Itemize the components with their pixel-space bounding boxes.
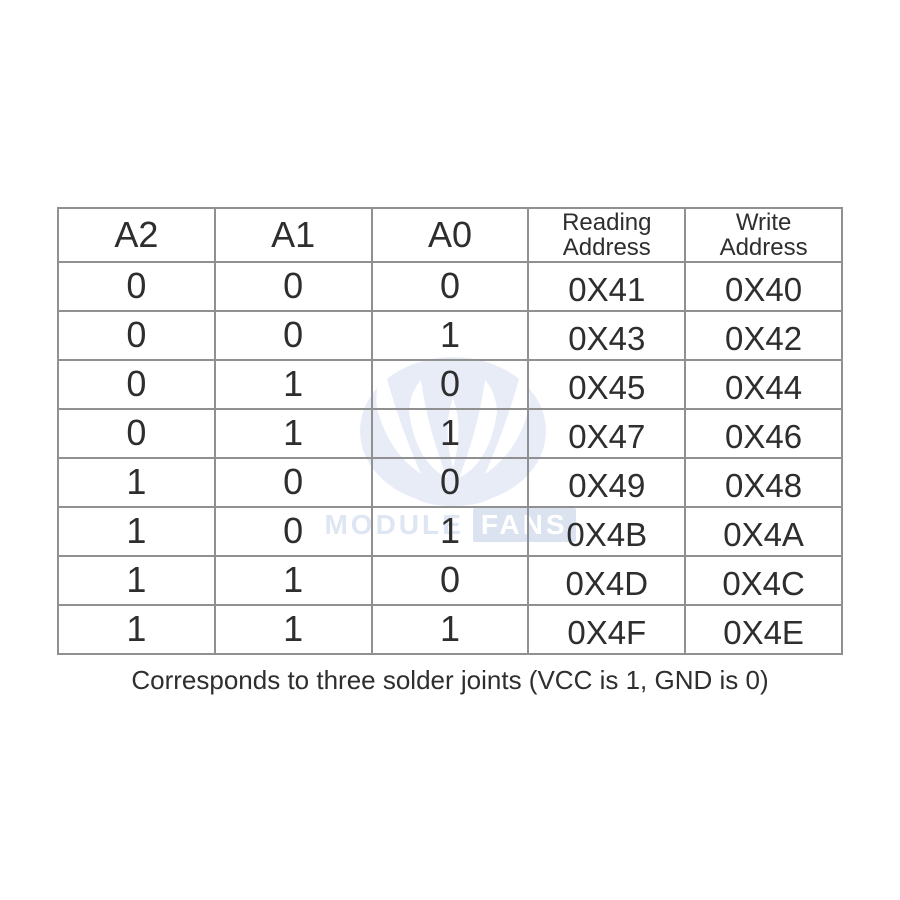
cell-reading-address: 0X41 [527, 260, 687, 312]
cell-a1: 0 [213, 456, 373, 508]
cell-write-address: 0X4A [684, 505, 843, 557]
cell-reading-address: 0X43 [527, 309, 687, 361]
address-table: A2 A1 A0 Reading Address Write Address [57, 207, 843, 655]
cell-a1: 1 [213, 603, 373, 655]
cell-a2: 1 [57, 554, 216, 606]
header-a0-label: A0 [427, 213, 473, 255]
cell-write-address: 0X4E [684, 603, 843, 655]
cell-a2: 1 [57, 456, 216, 508]
table-row: 1 0 0 0X49 0X48 [57, 456, 843, 508]
table-row: 1 1 1 0X4F 0X4E [57, 603, 843, 655]
cell-reading-address: 0X45 [527, 358, 687, 410]
table-row: 0 1 1 0X47 0X46 [57, 407, 843, 459]
cell-write-address: 0X44 [684, 358, 843, 410]
cell-a0: 0 [370, 260, 530, 312]
header-write-address-line1: Write [735, 209, 792, 236]
cell-write-address: 0X40 [684, 260, 843, 312]
cell-a1: 1 [213, 407, 373, 459]
cell-a0: 0 [370, 358, 530, 410]
cell-a0: 1 [370, 505, 530, 557]
header-reading-address-line1: Reading [562, 209, 652, 236]
cell-write-address: 0X42 [684, 309, 843, 361]
cell-reading-address: 0X4B [527, 505, 687, 557]
table-row: 1 1 0 0X4D 0X4C [57, 554, 843, 606]
cell-a1: 0 [213, 260, 373, 312]
cell-a2: 1 [57, 603, 216, 655]
cell-a2: 0 [57, 407, 216, 459]
cell-a2: 0 [57, 260, 216, 312]
cell-write-address: 0X46 [684, 407, 843, 459]
header-a0: A0 [370, 207, 530, 263]
header-row: A2 A1 A0 Reading Address Write Address [57, 207, 843, 263]
table-row: 1 0 1 0X4B 0X4A [57, 505, 843, 557]
cell-reading-address: 0X4D [527, 554, 687, 606]
cell-a0: 0 [370, 554, 530, 606]
table-row: 0 1 0 0X45 0X44 [57, 358, 843, 410]
cell-a2: 1 [57, 505, 216, 557]
cell-a2: 0 [57, 358, 216, 410]
header-write-address: Write Address [684, 207, 843, 263]
header-a1: A1 [213, 207, 373, 263]
cell-a1: 0 [213, 505, 373, 557]
cell-a2: 0 [57, 309, 216, 361]
cell-a0: 1 [370, 603, 530, 655]
address-table-header: A2 A1 A0 Reading Address Write Address [57, 207, 843, 263]
header-a2-label: A2 [114, 213, 159, 255]
header-a1-label: A1 [271, 213, 316, 255]
cell-reading-address: 0X49 [527, 456, 687, 508]
cell-a0: 0 [370, 456, 530, 508]
cell-write-address: 0X4C [684, 554, 843, 606]
header-reading-address: Reading Address [527, 207, 687, 263]
cell-a1: 1 [213, 554, 373, 606]
cell-a0: 1 [370, 309, 530, 361]
cell-a1: 1 [213, 358, 373, 410]
cell-reading-address: 0X47 [527, 407, 687, 459]
cell-a1: 0 [213, 309, 373, 361]
header-reading-address-line2: Address [562, 233, 651, 261]
cell-reading-address: 0X4F [527, 603, 687, 655]
cell-a0: 1 [370, 407, 530, 459]
table-caption: Corresponds to three solder joints (VCC … [131, 665, 769, 695]
header-a2: A2 [57, 207, 216, 263]
table-row: 0 0 0 0X41 0X40 [57, 260, 843, 312]
header-write-address-line2: Address [719, 233, 808, 261]
table-row: 0 0 1 0X43 0X42 [57, 309, 843, 361]
address-table-body: 0 0 0 0X41 0X40 0 0 1 0X43 0X42 0 1 0 0X… [57, 260, 843, 655]
cell-write-address: 0X48 [684, 456, 843, 508]
